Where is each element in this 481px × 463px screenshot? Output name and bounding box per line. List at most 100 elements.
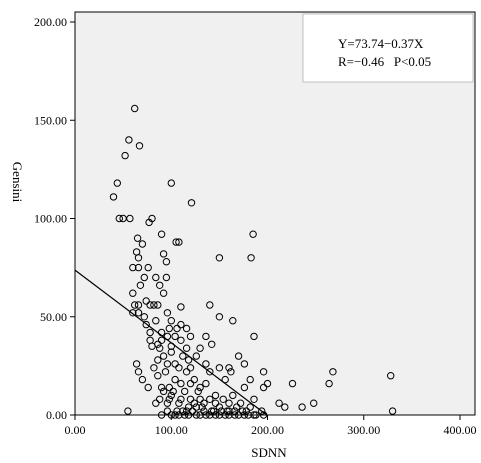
data-point <box>225 407 233 415</box>
data-point <box>206 368 214 376</box>
points-layer <box>109 104 397 419</box>
data-point <box>325 379 333 388</box>
data-point <box>200 399 208 407</box>
data-point <box>157 336 166 344</box>
data-point <box>129 289 137 297</box>
data-point <box>159 387 168 396</box>
data-point <box>165 395 174 403</box>
data-point <box>140 273 149 282</box>
data-point <box>134 368 143 376</box>
data-point <box>146 301 154 309</box>
data-point <box>240 360 249 368</box>
x-axis-title: SDNN <box>251 445 287 460</box>
data-point <box>200 407 208 415</box>
data-point <box>144 383 152 392</box>
data-point <box>159 250 168 258</box>
data-point <box>163 360 172 368</box>
data-point <box>171 332 179 341</box>
data-point <box>157 411 166 419</box>
data-point <box>249 230 257 238</box>
data-point <box>157 230 166 238</box>
data-point <box>177 320 185 329</box>
data-point <box>223 407 231 415</box>
data-point <box>145 218 153 227</box>
data-point <box>146 328 154 337</box>
data-point <box>135 142 144 150</box>
data-point <box>134 301 143 309</box>
data-point <box>221 375 229 384</box>
y-tick-label: 100.00 <box>34 212 67 226</box>
data-point <box>124 407 132 415</box>
data-point <box>388 407 397 415</box>
data-point <box>188 407 197 415</box>
data-point <box>192 411 201 419</box>
data-point <box>215 313 224 321</box>
data-point <box>133 234 142 242</box>
data-point <box>182 344 191 352</box>
data-point <box>175 399 183 407</box>
data-point <box>281 403 289 411</box>
data-point <box>186 379 195 388</box>
data-point <box>172 238 180 246</box>
data-point <box>163 407 172 415</box>
data-point <box>234 411 243 419</box>
data-point <box>231 411 239 419</box>
data-point <box>154 340 162 348</box>
data-point <box>208 407 216 415</box>
data-point <box>227 368 235 376</box>
data-point <box>167 348 176 356</box>
data-point <box>154 372 162 380</box>
data-point <box>179 352 187 360</box>
data-point <box>190 375 199 384</box>
data-point <box>173 324 181 333</box>
data-point <box>159 289 168 297</box>
data-point <box>138 240 147 248</box>
data-point <box>144 263 152 272</box>
data-point <box>169 387 177 396</box>
data-point <box>163 309 172 317</box>
data-point <box>202 411 210 419</box>
data-point <box>387 372 395 380</box>
data-point <box>298 403 306 411</box>
data-point <box>240 411 249 419</box>
data-point <box>162 258 171 266</box>
data-point <box>121 151 129 160</box>
data-point <box>211 391 220 400</box>
x-tick-label: 100.00 <box>155 423 188 437</box>
data-point <box>152 317 160 325</box>
data-point <box>132 360 141 368</box>
data-point <box>198 403 206 411</box>
data-point <box>242 407 251 415</box>
data-point <box>202 332 210 341</box>
data-point <box>234 352 243 360</box>
data-point <box>206 395 214 403</box>
data-point <box>134 263 143 272</box>
data-point <box>171 360 179 368</box>
data-point <box>208 340 216 348</box>
data-point <box>150 301 158 309</box>
data-point <box>142 297 150 305</box>
data-point <box>152 273 160 282</box>
data-point <box>259 383 268 392</box>
data-point <box>115 214 124 223</box>
data-point <box>211 399 220 407</box>
data-point <box>196 344 204 352</box>
data-point <box>229 317 237 325</box>
data-point <box>329 368 337 376</box>
data-point <box>202 360 210 368</box>
x-tick-label: 200.00 <box>251 423 284 437</box>
data-point <box>167 391 176 400</box>
data-point <box>165 383 174 392</box>
data-point <box>247 254 255 262</box>
data-point <box>150 364 158 372</box>
y-tick-label: 0.00 <box>46 408 67 422</box>
data-point <box>156 281 164 289</box>
data-point <box>225 364 233 372</box>
data-point <box>181 387 189 396</box>
data-point <box>175 411 183 419</box>
data-point <box>177 379 185 388</box>
data-point <box>196 383 204 392</box>
data-point <box>215 403 224 411</box>
data-point <box>131 104 139 113</box>
